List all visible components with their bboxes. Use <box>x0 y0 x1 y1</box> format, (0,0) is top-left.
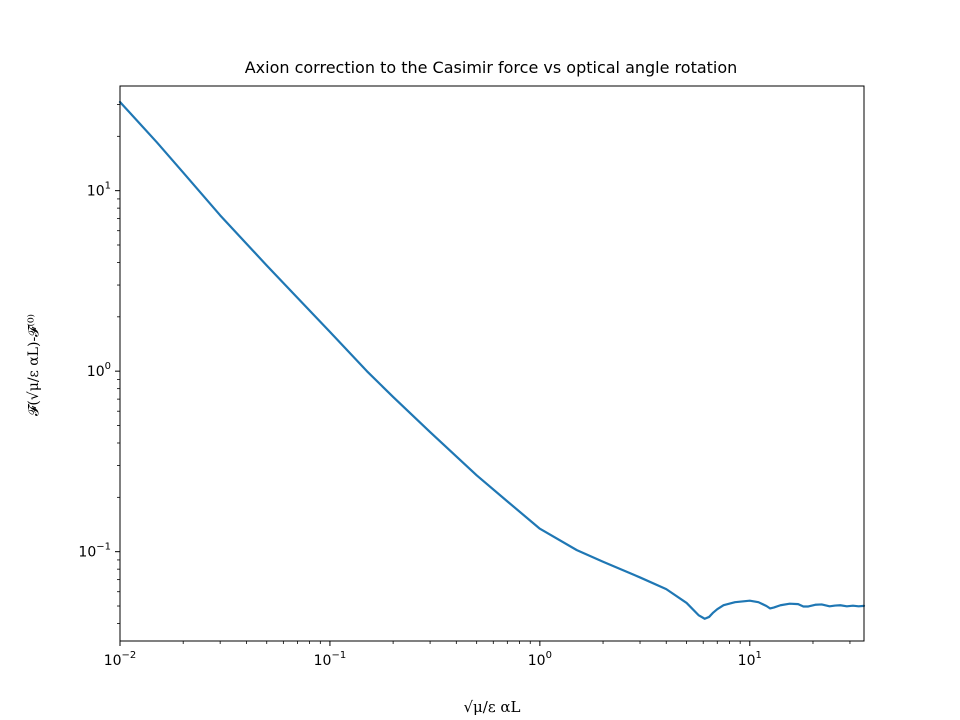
x-axis-label: √μ/ε αL <box>464 698 521 716</box>
y-axis-label-group: 𝓕(√μ/ε αL)-𝓕⁽⁰⁾ <box>26 314 42 416</box>
tick-layer: 10−2 10−1 100 101 10−1 100 101 <box>78 104 851 669</box>
spine-layer <box>119 85 865 642</box>
series-layer <box>118 100 866 620</box>
x-tick-label-0: 10−2 <box>104 650 137 669</box>
chart-title: Axion correction to the Casimir force vs… <box>245 58 738 77</box>
x-tick-label-3: 101 <box>738 650 762 669</box>
x-axis-label-group: √μ/ε αL <box>464 698 521 716</box>
x-tick-label-1: 10−1 <box>314 650 347 669</box>
y-tick-label-0: 10−1 <box>78 542 111 561</box>
y-tick-label-1: 100 <box>87 361 111 380</box>
y-axis-label: 𝓕(√μ/ε αL)-𝓕⁽⁰⁾ <box>26 314 42 416</box>
x-tick-label-2: 100 <box>528 650 552 669</box>
series-line-0 <box>118 100 866 620</box>
axes-frame <box>120 86 864 641</box>
y-tick-label-2: 101 <box>87 181 111 200</box>
plot-area <box>120 86 864 641</box>
axes-spines <box>119 85 865 642</box>
